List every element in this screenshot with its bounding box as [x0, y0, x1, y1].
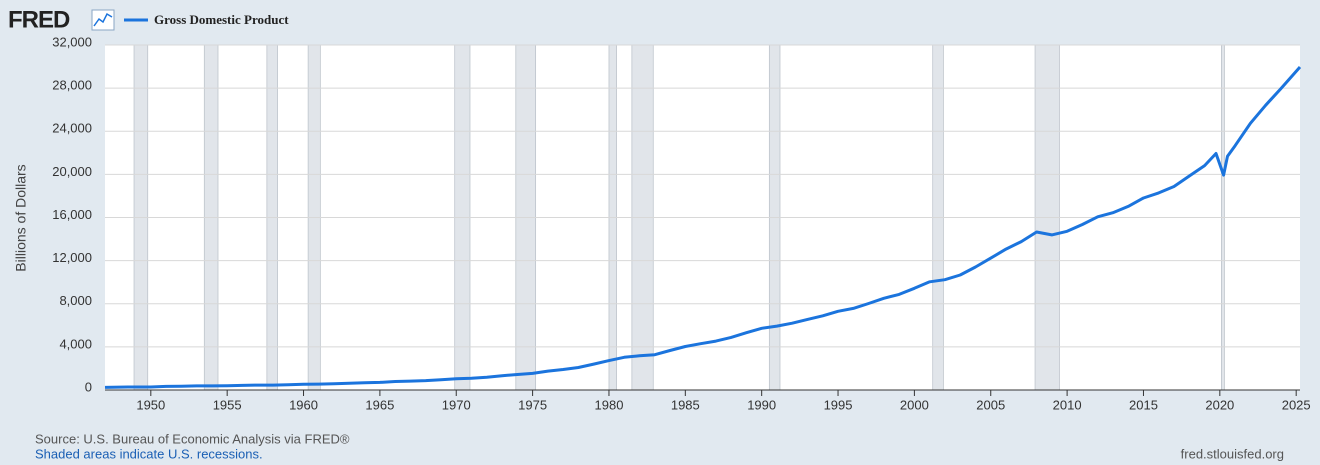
- y-tick-label: 20,000: [52, 164, 92, 179]
- logo-icon: [91, 9, 115, 31]
- x-tick-label: 2005: [976, 397, 1005, 412]
- x-tick-label: 1985: [671, 397, 700, 412]
- x-tick-label: 1990: [747, 397, 776, 412]
- x-tick-label: 1950: [136, 397, 165, 412]
- x-tick-label: 2010: [1053, 397, 1082, 412]
- logo: FRED: [8, 6, 70, 33]
- source: Source: U.S. Bureau of Economic Analysis…: [35, 431, 350, 446]
- y-tick-label: 32,000: [52, 34, 92, 49]
- x-tick-label: 1995: [824, 397, 853, 412]
- x-tick-label: 1980: [595, 397, 624, 412]
- x-tick-label: 1955: [213, 397, 242, 412]
- x-tick-label: 2015: [1129, 397, 1158, 412]
- x-tick-label: 1975: [518, 397, 547, 412]
- series-line: [104, 66, 1302, 389]
- y-tick-label: 16,000: [52, 207, 92, 222]
- y-tick-label: 28,000: [52, 78, 92, 93]
- y-tick-label: 8,000: [59, 293, 92, 308]
- x-tick-label: 1970: [442, 397, 471, 412]
- x-tick-label: 2000: [900, 397, 929, 412]
- y-tick-label: 0: [85, 379, 92, 394]
- site-url: fred.stlouisfed.org: [1181, 446, 1284, 461]
- x-tick-label: 2025: [1282, 397, 1311, 412]
- x-tick-label: 1965: [365, 397, 394, 412]
- y-axis-title: Billions of Dollars: [13, 164, 29, 271]
- x-tick-label: 1960: [289, 397, 318, 412]
- x-tick-label: 2020: [1205, 397, 1234, 412]
- legend-label: Gross Domestic Product: [154, 12, 289, 27]
- y-tick-label: 24,000: [52, 121, 92, 136]
- recession-note: Shaded areas indicate U.S. recessions.: [35, 446, 263, 461]
- y-tick-label: 4,000: [59, 336, 92, 351]
- y-tick-label: 12,000: [52, 250, 92, 265]
